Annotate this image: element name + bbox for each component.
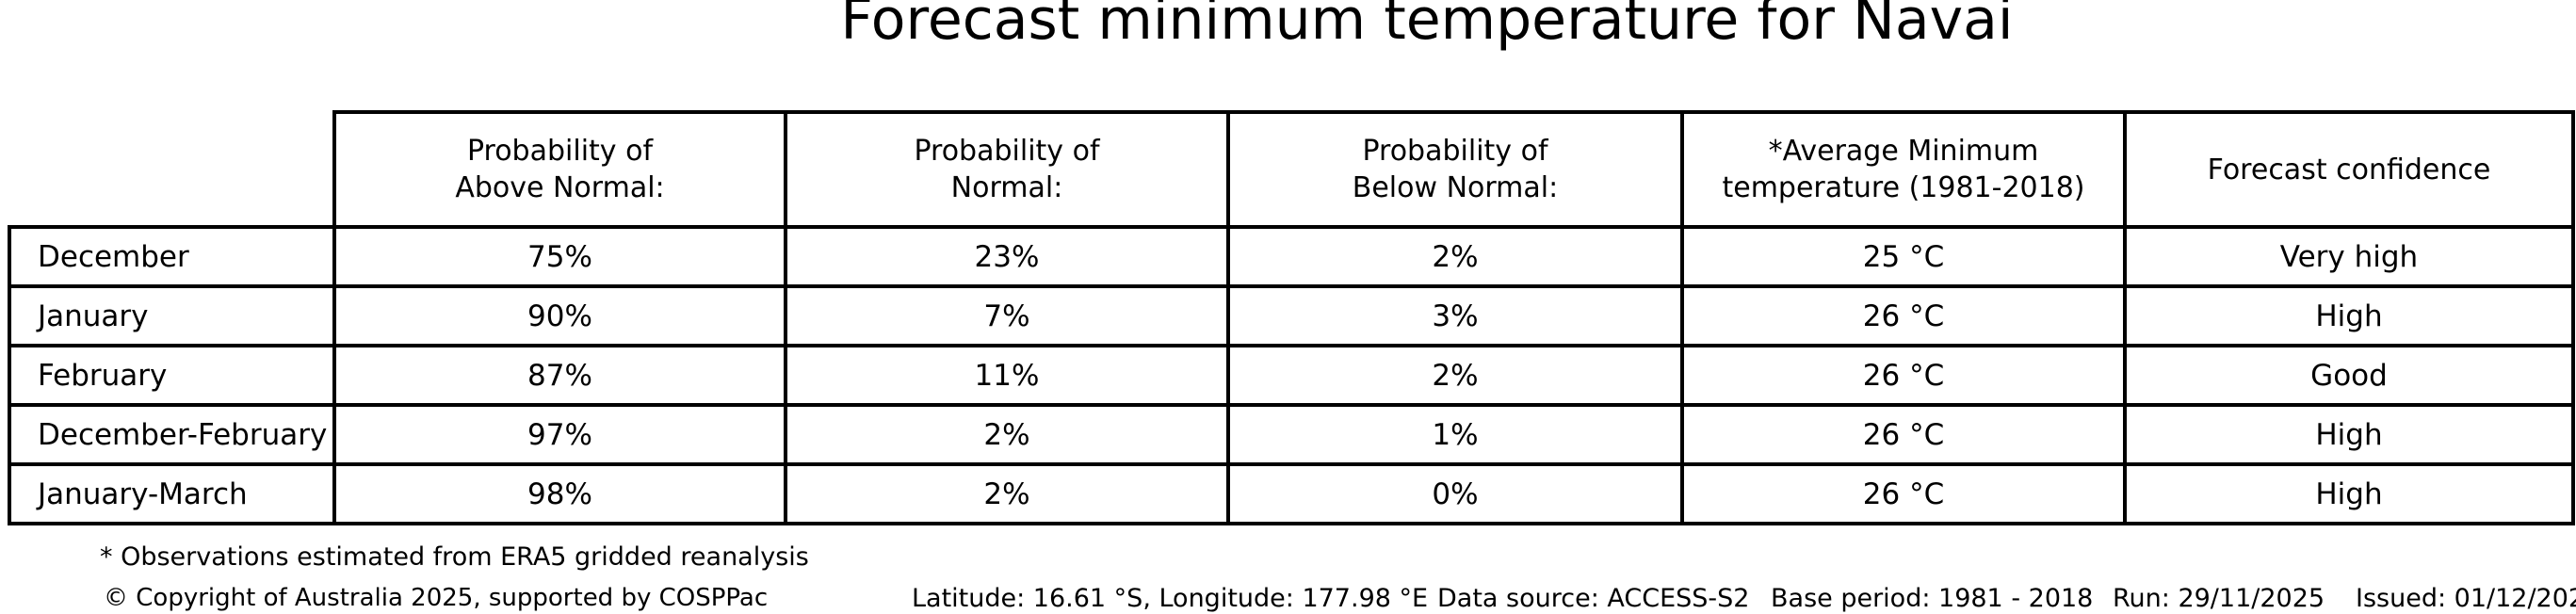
- table-row-january-march: January-March 98% 2% 0% 26 °C High: [8, 462, 2575, 525]
- period-label: December: [8, 225, 336, 288]
- avg-min-temp-value: 26 °C: [1680, 403, 2127, 466]
- observations-footnote: * Observations estimated from ERA5 gridd…: [100, 542, 809, 572]
- header-avg-min-temp: *Average Minimum temperature (1981-2018): [1680, 110, 2127, 229]
- normal-value: 11%: [784, 344, 1230, 407]
- above-normal-value: 90%: [332, 284, 787, 347]
- above-normal-value: 75%: [332, 225, 787, 288]
- above-normal-value: 98%: [332, 462, 787, 525]
- normal-value: 2%: [784, 403, 1230, 466]
- confidence-value: High: [2123, 403, 2575, 466]
- run-date-text: Run: 29/11/2025: [2113, 584, 2325, 613]
- header-normal: Probability of Normal:: [784, 110, 1230, 229]
- period-label: January-March: [8, 462, 336, 525]
- header-above-normal: Probability of Above Normal:: [332, 110, 787, 229]
- table-row-december-february: December-February 97% 2% 1% 26 °C High: [8, 403, 2575, 466]
- normal-value: 23%: [784, 225, 1230, 288]
- issued-date-text: Issued: 01/12/2025: [2356, 584, 2576, 613]
- period-label: January: [8, 284, 336, 347]
- lat-long-text: Latitude: 16.61 °S, Longitude: 177.98 °E: [912, 584, 1429, 613]
- avg-min-temp-value: 26 °C: [1680, 284, 2127, 347]
- header-corner-empty: [9, 112, 334, 227]
- forecast-table: Probability of Above Normal: Probability…: [8, 110, 2575, 525]
- table-row-december: December 75% 23% 2% 25 °C Very high: [8, 225, 2575, 288]
- period-label: December-February: [8, 403, 336, 466]
- below-normal-value: 1%: [1226, 403, 1684, 466]
- below-normal-value: 3%: [1226, 284, 1684, 347]
- above-normal-value: 87%: [332, 344, 787, 407]
- confidence-value: High: [2123, 284, 2575, 347]
- confidence-value: Very high: [2123, 225, 2575, 288]
- copyright-text: © Copyright of Australia 2025, supported…: [104, 584, 769, 612]
- header-forecast-confidence: Forecast confidence: [2123, 110, 2575, 229]
- page-title: Forecast minimum temperature for Navai: [840, 0, 2014, 53]
- below-normal-value: 2%: [1226, 344, 1684, 407]
- table-header-row: Probability of Above Normal: Probability…: [9, 110, 2575, 229]
- table-row-february: February 87% 11% 2% 26 °C Good: [8, 344, 2575, 407]
- data-source-text: Data source: ACCESS-S2: [1437, 584, 1750, 613]
- below-normal-value: 2%: [1226, 225, 1684, 288]
- above-normal-value: 97%: [332, 403, 787, 466]
- table-row-january: January 90% 7% 3% 26 °C High: [8, 284, 2575, 347]
- normal-value: 7%: [784, 284, 1230, 347]
- confidence-value: High: [2123, 462, 2575, 525]
- avg-min-temp-value: 26 °C: [1680, 462, 2127, 525]
- header-below-normal: Probability of Below Normal:: [1226, 110, 1684, 229]
- confidence-value: Good: [2123, 344, 2575, 407]
- base-period-text: Base period: 1981 - 2018: [1771, 584, 2094, 613]
- avg-min-temp-value: 25 °C: [1680, 225, 2127, 288]
- below-normal-value: 0%: [1226, 462, 1684, 525]
- avg-min-temp-value: 26 °C: [1680, 344, 2127, 407]
- normal-value: 2%: [784, 462, 1230, 525]
- period-label: February: [8, 344, 336, 407]
